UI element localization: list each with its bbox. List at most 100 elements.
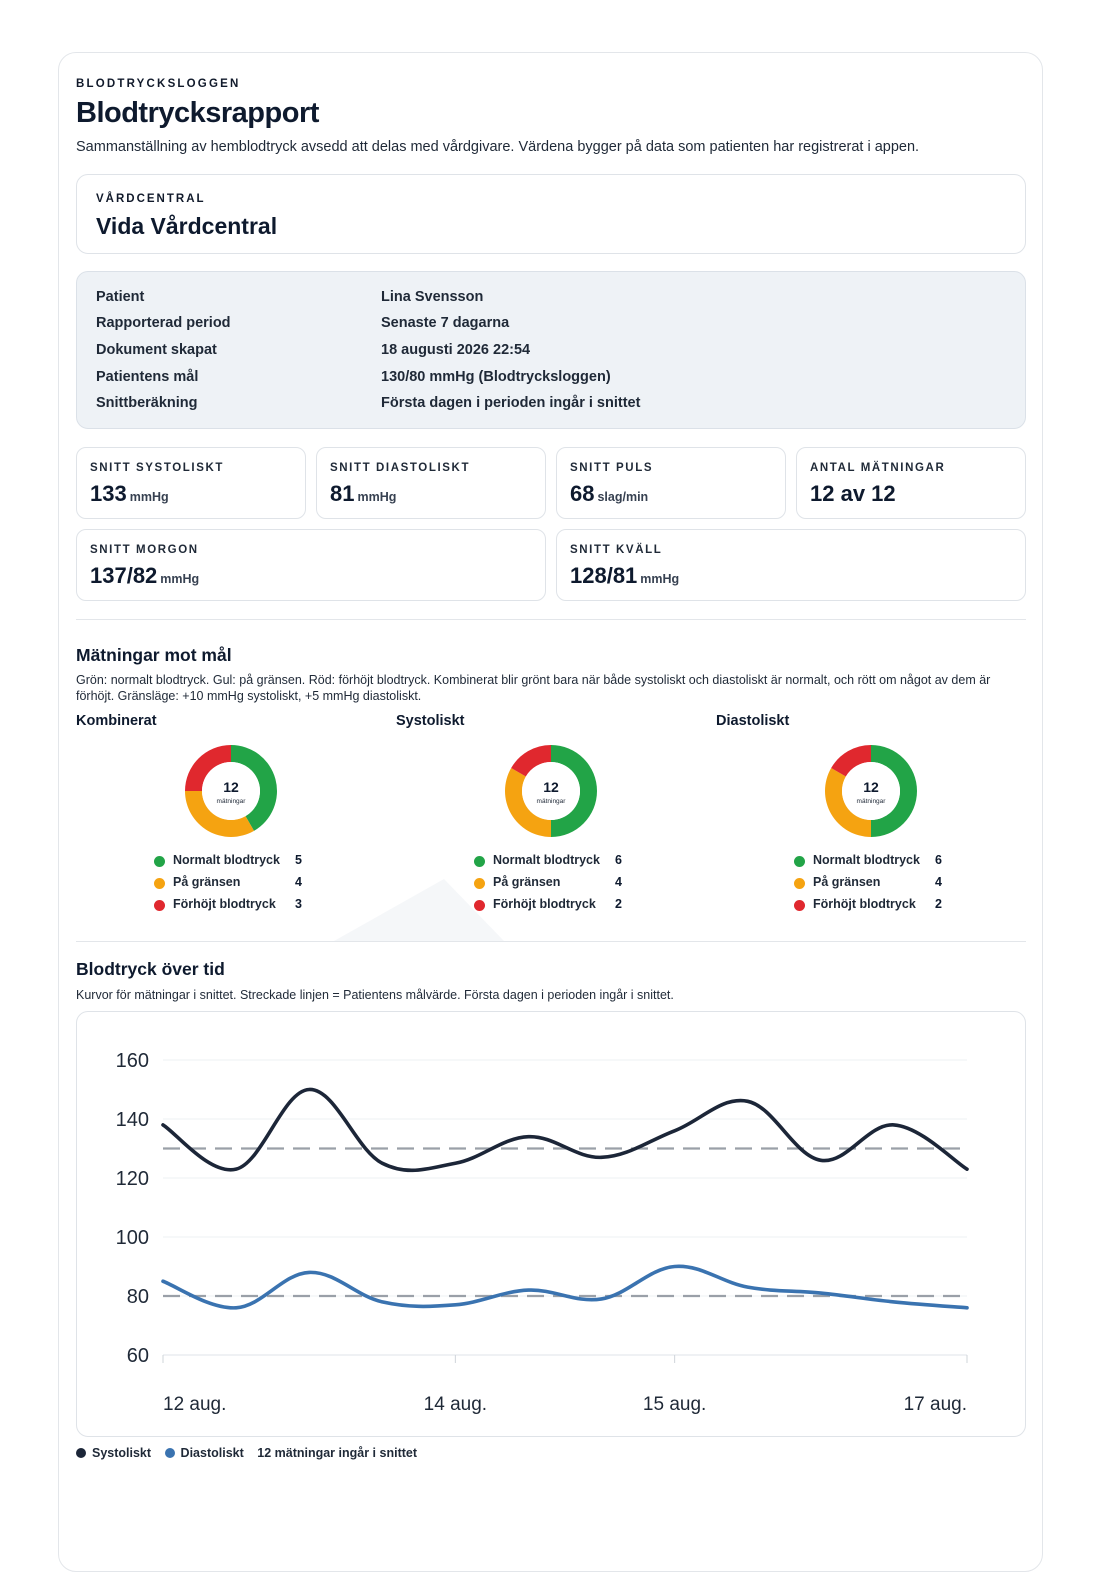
stat-value: 81 mmHg [330,481,397,506]
stat-card-evening: SNITT KVÄLL 128/81 mmHg [556,529,1026,601]
legend-count: 4 [935,875,942,889]
donut-slice-normal [231,745,277,831]
stat-unit: mmHg [129,490,169,504]
info-row-average: Snittberäkning Första dagen i perioden i… [96,395,996,421]
donut-title: Systoliskt [396,713,465,729]
donut-combined: Kombinerat 12 mätningar Normalt blodtryck… [76,713,302,911]
page-subtitle: Sammanställning av hemblodtryck avsedd a… [76,139,920,155]
dot-red [794,900,805,911]
info-key: Dokument skapat [96,342,217,358]
donut-chart: 12 mätningar [825,745,917,837]
stat-label: SNITT KVÄLL [570,544,663,556]
x-tick-label: 15 aug. [643,1394,706,1415]
y-tick-label: 160 [116,1050,149,1072]
info-key: Patientens mål [96,369,199,385]
donut-slice-high [831,745,871,777]
donut-diastolic: Diastoliskt 12 mätningar Normalt blodtryc… [716,713,942,911]
legend-count: 2 [615,897,622,911]
brand-label: BLODTRYCKSLOGGEN [76,78,241,90]
stat-value: 137/82 mmHg [90,563,200,588]
legend-count: 3 [295,897,302,911]
patient-info-card: Patient Lina Svensson Rapporterad period… [76,271,1026,429]
trend-title: Blodtryck över tid [76,959,225,979]
info-value: Senaste 7 dagarna [381,315,510,331]
dot-yellow [794,878,805,889]
legend-count: 2 [935,897,942,911]
y-tick-label: 80 [127,1286,149,1308]
info-key: Snittberäkning [96,395,198,411]
donut-slice-normal [871,745,917,837]
x-tick-label: 12 aug. [163,1394,226,1415]
info-row-goal: Patientens mål 130/80 mmHg (Blodtryckslo… [96,369,996,395]
dot-blue [164,1448,175,1458]
info-row-period: Rapporterad period Senaste 7 dagarna [96,315,996,341]
donut-title: Diastoliskt [716,713,790,729]
info-value: Lina Svensson [381,289,484,305]
donut-slice-border [825,768,871,837]
info-key: Rapporterad period [96,315,231,331]
legend-count: 6 [935,853,942,867]
info-value: 130/80 mmHg (Blodtrycksloggen) [381,369,611,385]
page-title: Blodtrycksrapport [76,97,319,129]
report-page: BLODTRYCKSLOGGEN Blodtrycksrapport Samma… [58,52,1043,1572]
stat-label: SNITT SYSTOLISKT [90,462,225,474]
legend-count: 6 [615,853,622,867]
donut-center-label: mätningar [857,798,887,805]
trend-chart: 60 80 100 120 140 160 12 aug. 14 aug. 15 aug. 17 … [116,1050,969,1415]
info-key: Patient [96,289,145,305]
donut-title: Kombinerat [76,713,157,729]
trend-description: Kurvor för mätningar i snittet. Streckad… [76,988,674,1002]
donut-hole [202,762,260,820]
series-line-systolic [161,1087,969,1173]
legend-count: 4 [295,875,302,889]
donut-slice-high [511,745,551,777]
stat-label: SNITT PULS [570,462,654,474]
section-divider [76,941,1026,942]
info-row-patient: Patient Lina Svensson [96,289,996,315]
dot-yellow [474,878,485,889]
clinic-card: VÅRDCENTRAL Vida Vårdcentral [76,174,1026,254]
section-divider [76,619,1026,620]
x-tick-label: 14 aug. [424,1394,487,1415]
targets-description: Grön: normalt blodtryck. Gul: på gränsen… [76,673,991,703]
donut-hole [842,762,900,820]
legend-count: 5 [295,853,302,867]
trend-chart-card: 60 80 100 120 140 160 12 aug. 14 aug. 15 aug. 17 … [76,1011,1026,1437]
donut-hole [522,762,580,820]
stat-value: 128/81 mmHg [570,563,680,588]
stat-label: SNITT MORGON [90,544,199,556]
dot-red [474,900,485,911]
y-tick-label: 60 [127,1345,149,1367]
donut-slice-high [185,745,231,791]
donut-center-count: 12 [863,779,879,795]
donut-chart: 12 mätningar [505,745,597,837]
donut-center-count: 12 [223,779,239,795]
stat-card-pulse: SNITT PULS 68 slag/min [556,447,786,519]
legend-diastolic: Diastoliskt [164,1446,244,1460]
donut-slice-normal [551,745,597,837]
y-tick-label: 140 [116,1109,149,1131]
donut-center-label: mätningar [537,798,567,805]
stat-unit: mmHg [640,572,680,586]
targets-title: Mätningar mot mål [76,645,232,665]
legend-systolic: Systoliskt [76,1446,151,1460]
stat-label: ANTAL MÄTNINGAR [810,462,946,474]
info-value: 18 augusti 2026 22:54 [381,342,531,358]
stat-unit: slag/min [597,490,649,504]
info-row-created: Dokument skapat 18 augusti 2026 22:54 [96,342,996,368]
donut-slice-border [505,768,551,837]
clinic-label: VÅRDCENTRAL [96,193,206,205]
donut-systolic: Systoliskt 12 mätningar Normalt blodtryck… [396,713,622,911]
stat-value: 68 slag/min [570,481,649,506]
info-value: Första dagen i perioden ingår i snittet [381,395,641,411]
donut-chart: 12 mätningar [185,745,277,837]
donut-center-count: 12 [543,779,559,795]
trend-legend: Systoliskt Diastoliskt 12 mätningar ingå… [76,1446,427,1460]
dot-red [154,900,165,911]
y-tick-label: 100 [116,1227,149,1249]
stat-value: 12 av 12 [810,481,896,506]
y-tick-label: 120 [116,1168,149,1190]
dot-green [794,856,805,867]
stat-card-count: ANTAL MÄTNINGAR 12 av 12 [796,447,1026,519]
stat-unit: mmHg [357,490,397,504]
